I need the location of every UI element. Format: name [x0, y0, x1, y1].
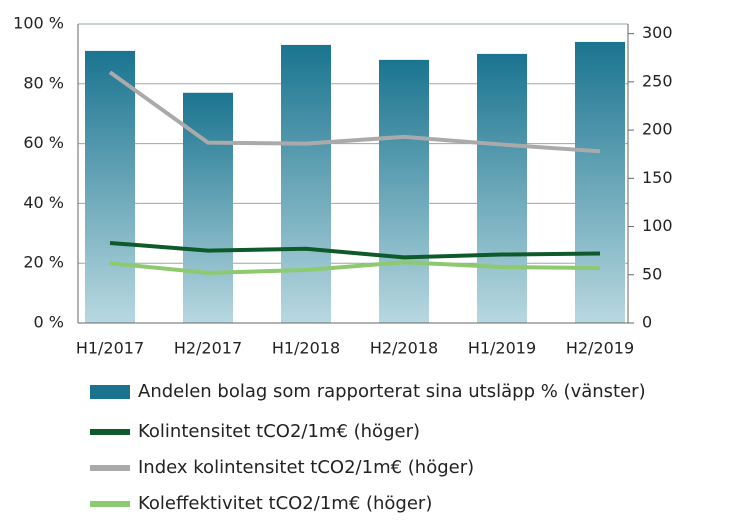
- legend-swatch: [90, 385, 130, 399]
- y2-tick-label: 200: [642, 120, 673, 139]
- y2-tick-label: 250: [642, 71, 673, 90]
- legend-label: Andelen bolag som rapporterat sina utslä…: [138, 381, 646, 402]
- bar: [379, 59, 429, 323]
- line-series: [108, 70, 601, 154]
- legend-swatch: [90, 465, 130, 471]
- y-tick-label: 0 %: [34, 313, 64, 332]
- line-series: [109, 260, 601, 275]
- x-tick-label: H1/2018: [272, 339, 340, 358]
- bar: [85, 50, 135, 323]
- bar: [183, 92, 233, 324]
- x-tick-label: H2/2018: [370, 339, 438, 358]
- x-tick-label: H1/2019: [468, 339, 536, 358]
- bar: [281, 44, 331, 324]
- y2-tick-label: 50: [642, 264, 662, 283]
- x-tick-label: H2/2017: [174, 339, 242, 358]
- legend-label: Index kolintensitet tCO2/1m€ (höger): [138, 457, 474, 478]
- y-tick-label: 80 %: [23, 73, 64, 92]
- y2-tick-label: 150: [642, 168, 673, 187]
- bar: [575, 41, 625, 323]
- legend-label: Kolintensitet tCO2/1m€ (höger): [138, 421, 420, 442]
- y2-tick-label: 300: [642, 23, 673, 42]
- x-tick-label: H2/2019: [566, 339, 634, 358]
- line-series: [109, 240, 601, 260]
- legend-swatch: [90, 501, 130, 507]
- y2-tick-label: 100: [642, 216, 673, 235]
- bar: [477, 53, 527, 324]
- y-tick-label: 100 %: [13, 14, 64, 33]
- y2-tick-label: 0: [642, 313, 652, 332]
- x-tick-label: H1/2017: [76, 339, 144, 358]
- y-tick-label: 20 %: [23, 253, 64, 272]
- y-tick-label: 60 %: [23, 133, 64, 152]
- legend-swatch: [90, 429, 130, 435]
- y-tick-label: 40 %: [23, 193, 64, 212]
- legend-label: Koleffektivitet tCO2/1m€ (höger): [138, 493, 432, 514]
